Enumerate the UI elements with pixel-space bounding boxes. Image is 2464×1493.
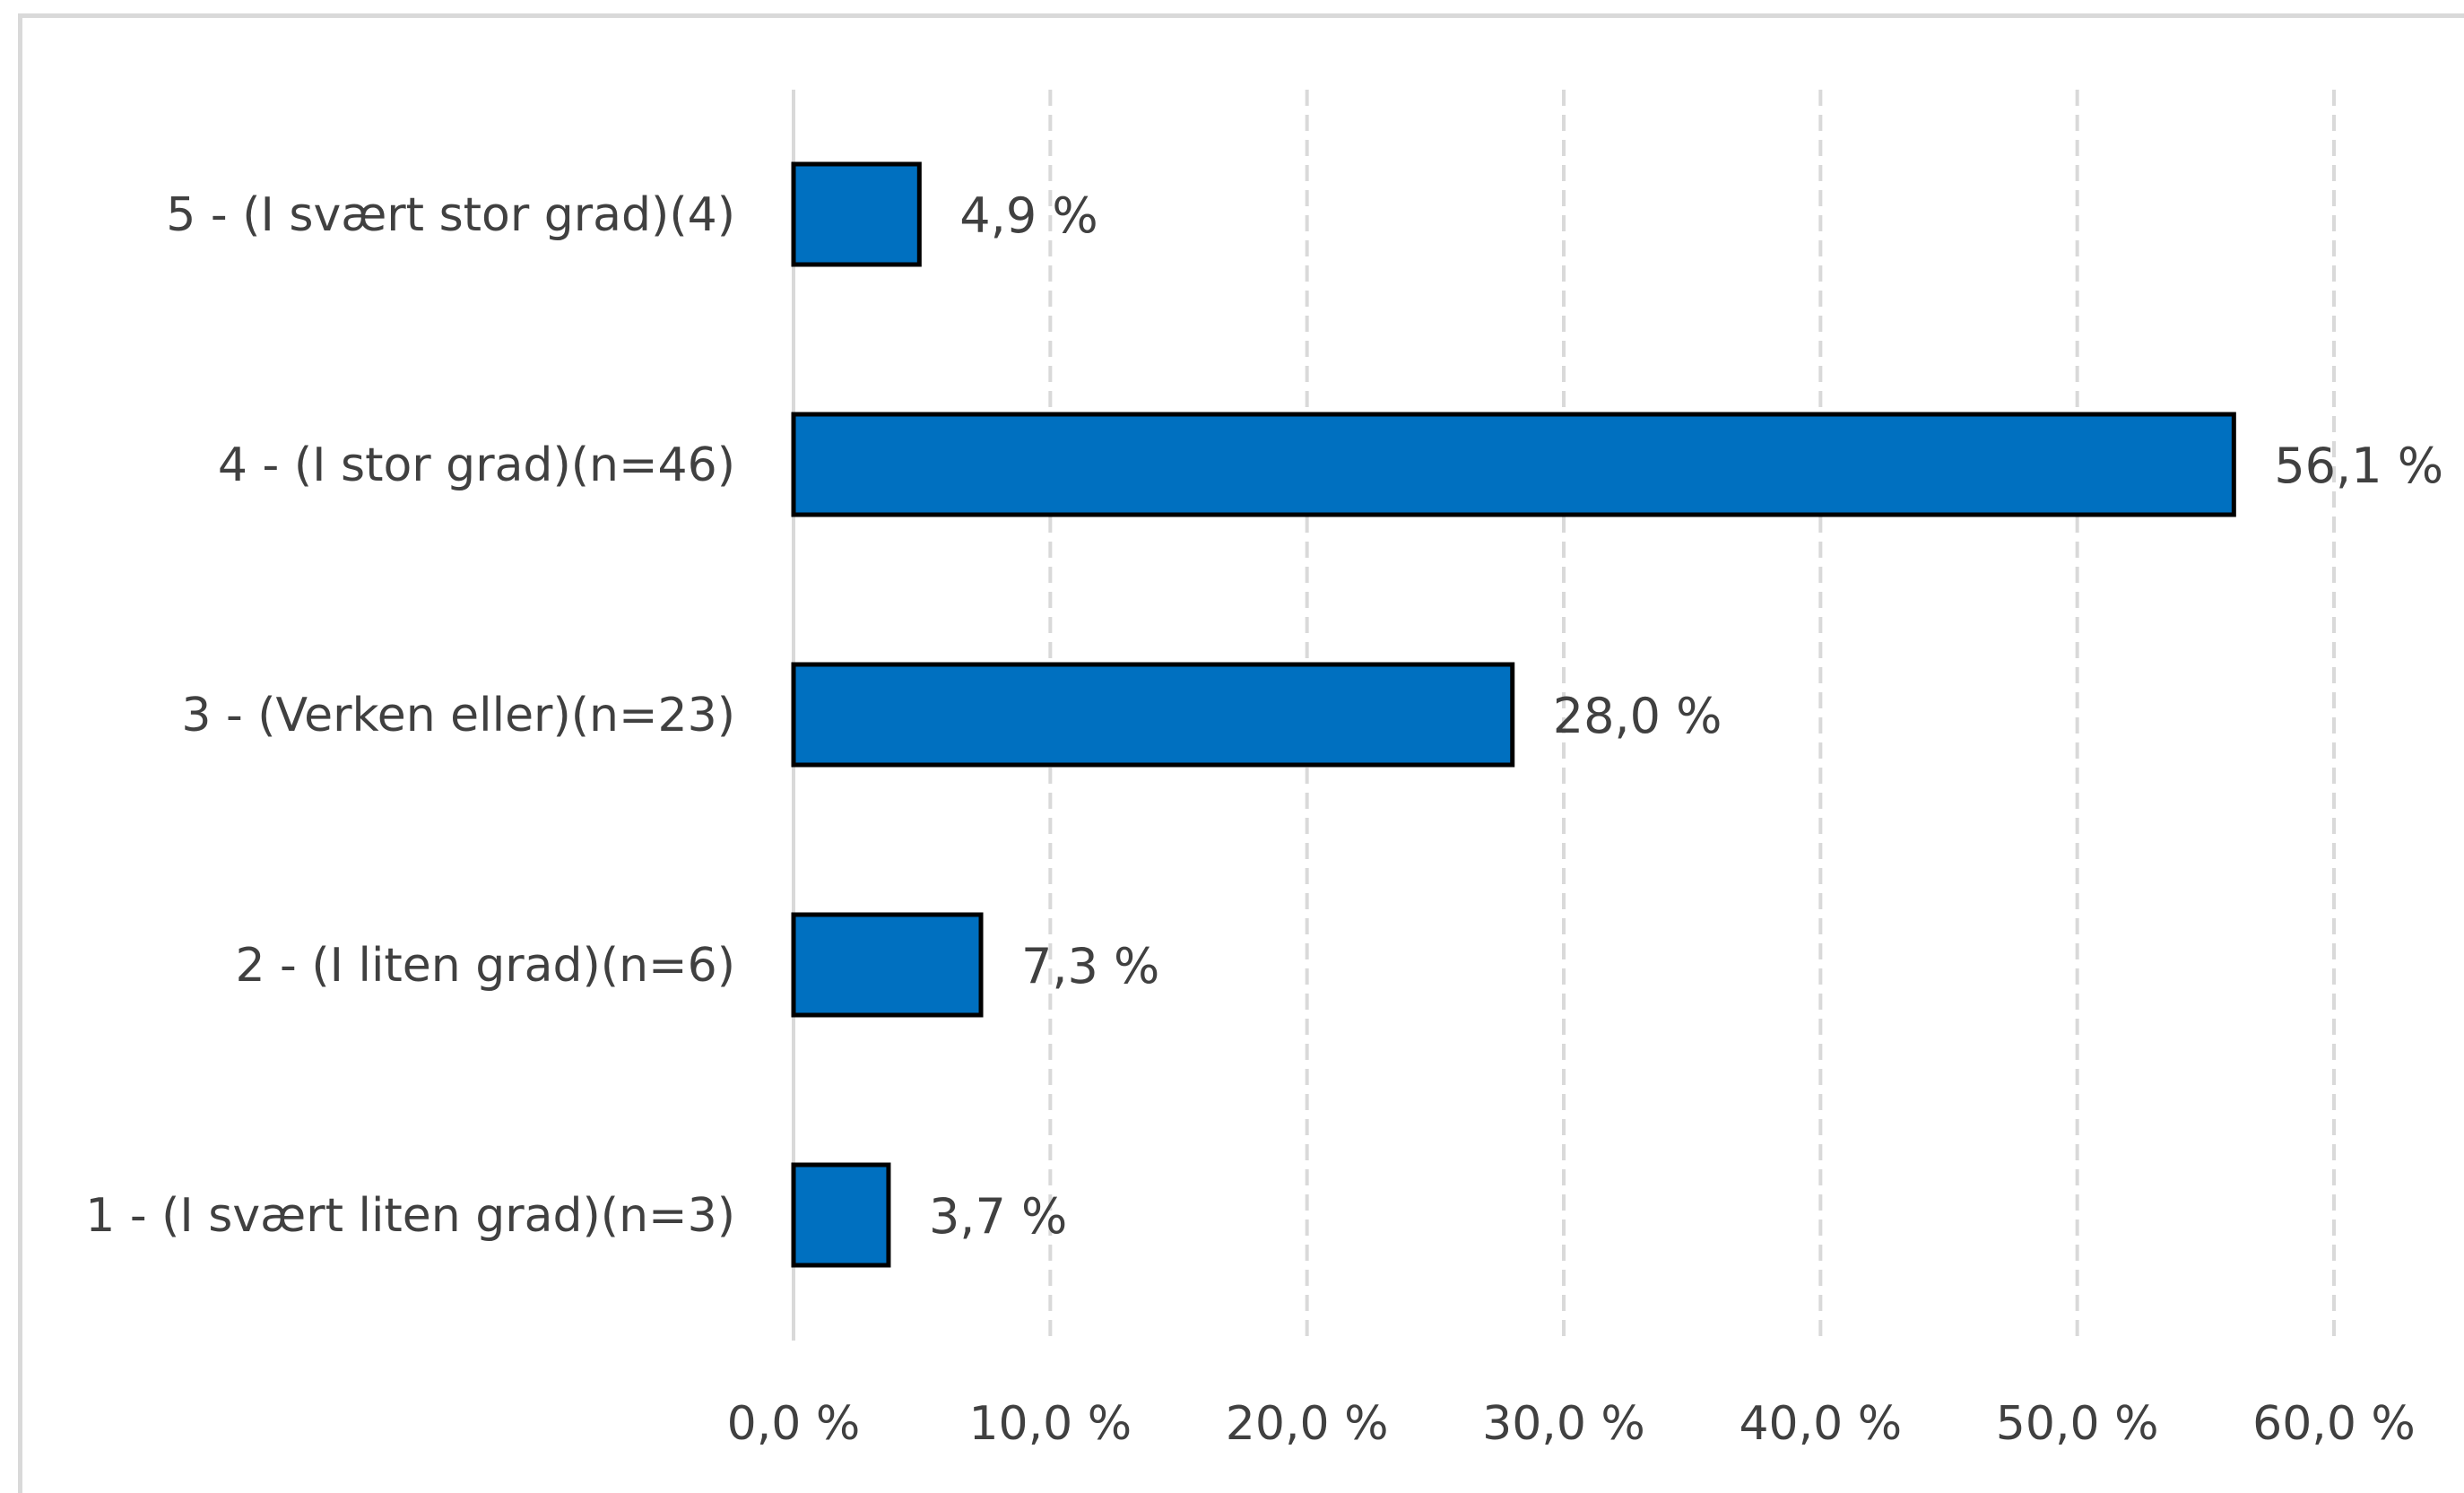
value-label: 7,3 %	[1021, 938, 1159, 994]
x-tick-label: 30,0 %	[1482, 1397, 1645, 1451]
x-tick-label: 60,0 %	[2252, 1397, 2416, 1451]
x-tick-label: 40,0 %	[1739, 1397, 1902, 1451]
x-tick-labels: 0,0 % 10,0 % 20,0 % 30,0 % 40,0 % 50,0 % 60,0 …	[727, 1397, 2416, 1451]
bar	[791, 412, 2236, 517]
category-label: 2 - (I liten grad)(n=6)	[235, 939, 735, 993]
category-label: 3 - (Verken eller)(n=23)	[181, 689, 735, 742]
gridlines	[1048, 90, 2336, 1341]
category-label: 1 - (I svært liten grad)(n=3)	[85, 1189, 735, 1243]
bar	[791, 912, 984, 1018]
bar	[791, 662, 1515, 768]
value-label: 28,0 %	[1553, 688, 1722, 744]
x-tick-label: 20,0 %	[1226, 1397, 1389, 1451]
category-label: 5 - (I svært stor grad)(4)	[166, 188, 735, 242]
chart-frame	[18, 13, 2464, 1493]
bars	[791, 161, 2236, 1268]
category-labels: 5 - (I svært stor grad)(4) 4 - (I stor gr…	[85, 188, 735, 1243]
x-tick-label: 0,0 %	[727, 1397, 861, 1451]
x-tick-label: 50,0 %	[1996, 1397, 2159, 1451]
x-tick-label: 10,0 %	[968, 1397, 1132, 1451]
category-label: 4 - (I stor grad)(n=46)	[218, 438, 735, 492]
value-label: 56,1 %	[2274, 438, 2443, 494]
bar	[791, 1162, 891, 1268]
value-labels: 4,9 % 56,1 % 28,0 % 7,3 % 3,7 %	[929, 187, 2443, 1245]
value-label: 4,9 %	[959, 187, 1098, 244]
bar	[791, 161, 922, 267]
value-label: 3,7 %	[929, 1188, 1067, 1245]
